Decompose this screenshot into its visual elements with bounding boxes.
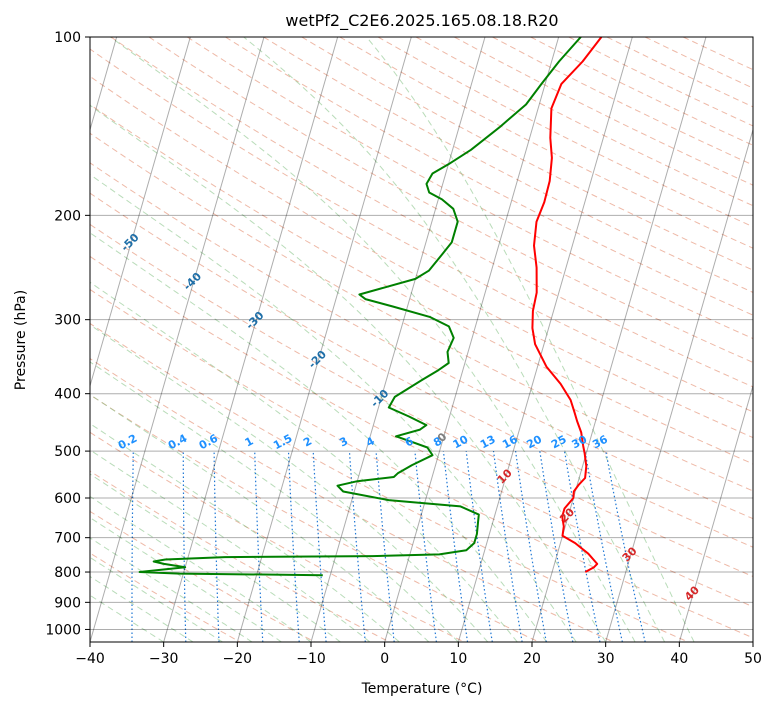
x-tick-label: −40 (75, 651, 105, 667)
y-tick-label: 100 (54, 30, 81, 46)
mixing-ratio-line (348, 451, 366, 642)
dry-adiabat (90, 103, 753, 465)
x-tick-label: 40 (670, 651, 688, 667)
dry-adiabat (90, 510, 315, 642)
mixing-ratio-label: 36 (590, 433, 610, 452)
dry-adiabat (90, 223, 753, 578)
y-tick-label: 600 (54, 491, 81, 507)
y-tick-label: 700 (54, 531, 81, 547)
moist-adiabat (90, 173, 577, 642)
y-tick-label: 800 (54, 565, 81, 581)
isotherm (90, 37, 265, 642)
x-tick-label: −10 (296, 651, 326, 667)
x-tick-label: 30 (597, 651, 615, 667)
moist-adiabat (90, 495, 312, 642)
y-tick-label: 900 (54, 595, 81, 611)
x-tick-label: 50 (744, 651, 762, 667)
moist-adiabat (90, 575, 194, 642)
mixing-ratio-label: 0.1 (69, 432, 92, 453)
isotherm (384, 37, 560, 642)
dry-adiabat (90, 48, 753, 413)
mixing-ratio-line (375, 451, 395, 642)
moist-adiabat (366, 37, 695, 642)
mixing-ratio-line (492, 451, 523, 642)
mixing-ratio-line (465, 451, 493, 642)
isotherm (163, 37, 339, 642)
dry-adiabat (90, 288, 753, 639)
y-tick-label: 300 (54, 313, 81, 329)
isotherm (90, 37, 191, 388)
isotherm (310, 37, 486, 642)
moist-adiabat (90, 281, 518, 642)
dry-adiabat (90, 322, 689, 642)
moist-adiabat (110, 37, 636, 642)
mixing-ratio-line (442, 451, 469, 642)
moist-adiabat (90, 232, 548, 642)
dry-adiabat (110, 37, 753, 388)
x-tick-label: 20 (523, 651, 541, 667)
x-tick-label: 10 (449, 651, 467, 667)
chart-title: wetPf2_C2E6.2025.165.08.18.R20 (285, 11, 558, 31)
dry-adiabat (90, 394, 540, 642)
isotherm (457, 37, 633, 642)
x-tick-label: 0 (380, 651, 389, 667)
y-tick-label: 200 (54, 208, 81, 224)
sounding-profiles (138, 37, 603, 577)
isotherm (236, 37, 412, 642)
x-tick-label: −20 (223, 651, 253, 667)
temperature-profile (531, 37, 603, 573)
isotherm (605, 127, 753, 642)
mixing-ratio-label: 30 (570, 433, 590, 452)
y-tick-label: 400 (54, 387, 81, 403)
mixing-ratio-line (414, 451, 437, 642)
dry-adiabat (90, 357, 614, 642)
mixing-ratio-line (584, 450, 623, 642)
dewpoint-profile (138, 37, 582, 577)
y-axis: 100 200 300 400 500 600 700 800 900 1000 (45, 30, 90, 638)
moist-adiabat (90, 324, 489, 642)
dry-adiabat (90, 255, 753, 608)
plot-frame (89, 36, 754, 643)
mixing-ratio-label: 13 (478, 433, 498, 452)
isotherm (531, 37, 707, 642)
x-tick-label: −30 (149, 651, 179, 667)
y-tick-label: 500 (54, 444, 81, 460)
x-axis-label: Temperature (°C) (361, 681, 483, 697)
mixing-ratio-label: 20 (524, 433, 544, 452)
isotherm (678, 384, 753, 642)
moist-adiabat (243, 37, 666, 642)
dry-adiabat (263, 37, 753, 293)
moist-adiabat (90, 594, 164, 642)
y-axis-label: Pressure (hPa) (13, 290, 29, 390)
dry-adiabat (90, 75, 753, 439)
x-axis: −40 −30 −20 −10 0 10 20 30 40 50 (75, 642, 762, 667)
mixing-ratio-label: 10 (451, 433, 471, 452)
y-tick-label: 1000 (45, 622, 81, 638)
mixing-ratio-label: 16 (500, 433, 520, 452)
dry-adiabat (225, 37, 753, 316)
moist-adiabat (90, 516, 282, 642)
dry-adiabat (148, 37, 753, 363)
dry-adiabat (90, 470, 390, 642)
dry-adiabat (90, 162, 753, 520)
grid-lines (90, 37, 753, 642)
moist-adiabat (90, 104, 607, 642)
mixing-ratio-line (605, 450, 646, 642)
dry-adiabat (186, 37, 753, 340)
dry-adiabat (90, 192, 753, 548)
background-lines (90, 37, 753, 642)
mixing-ratio-label: 25 (549, 433, 569, 452)
dry-adiabat (90, 132, 753, 492)
moist-adiabat (90, 361, 459, 642)
mixing-ratio-line (563, 450, 601, 642)
